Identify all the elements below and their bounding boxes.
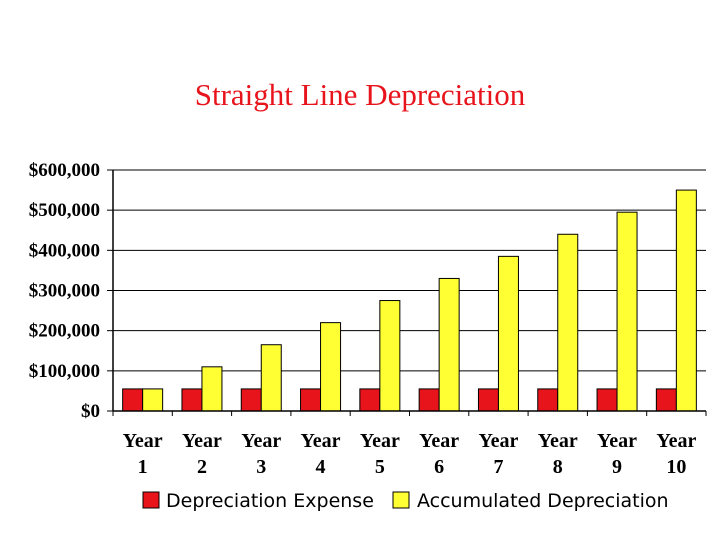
y-tick-label: $200,000 — [29, 321, 100, 342]
bar-depreciation-expense — [300, 388, 322, 412]
x-tick-label: Year — [301, 430, 341, 452]
bar-depreciation-expense — [181, 388, 203, 412]
y-tick-label: $300,000 — [29, 281, 100, 302]
x-tick-label: Year — [241, 430, 281, 452]
bar-depreciation-expense — [655, 388, 677, 412]
bar-depreciation-expense — [477, 388, 499, 412]
x-tick-label: Year — [478, 430, 518, 452]
y-tick-label: $100,000 — [29, 361, 100, 382]
x-tick-label: 7 — [493, 456, 503, 478]
x-tick-label: 3 — [256, 456, 266, 478]
x-tick-label: Year — [182, 430, 222, 452]
x-axis: Year 1 Year 2 Year 3 Year 4 Year 5 Year 6 Year 7 Year 8… — [112, 410, 707, 478]
x-tick-label: Year — [597, 430, 637, 452]
bar-accumulated-depreciation — [320, 322, 342, 412]
x-tick-label: Year — [360, 430, 400, 452]
x-tick-label: Year — [538, 430, 578, 452]
bar-depreciation-expense — [418, 388, 440, 412]
bar-accumulated-depreciation — [379, 300, 401, 412]
x-tick-label: 4 — [316, 456, 326, 478]
chart-title: Straight Line Depreciation — [195, 77, 526, 112]
legend-swatch — [392, 491, 410, 509]
legend-label: Depreciation Expense — [166, 490, 374, 512]
y-axis: $0 $100,000 $200,000 $300,000 $400,000 $500,0… — [29, 160, 114, 422]
bar-accumulated-depreciation — [557, 233, 579, 412]
bars — [122, 189, 697, 412]
bar-depreciation-expense — [240, 388, 262, 412]
y-tick-label: $500,000 — [29, 200, 100, 221]
bar-accumulated-depreciation — [497, 255, 519, 412]
bar-depreciation-expense — [596, 388, 618, 412]
x-tick-label: 10 — [666, 456, 686, 478]
x-tick-label: 2 — [197, 456, 207, 478]
x-tick-label: 8 — [553, 456, 563, 478]
bar-accumulated-depreciation — [142, 388, 164, 412]
x-tick-label: Year — [656, 430, 696, 452]
bar-depreciation-expense — [359, 388, 381, 412]
bar-depreciation-expense — [537, 388, 559, 412]
y-tick-label: $400,000 — [29, 240, 100, 261]
bar-accumulated-depreciation — [260, 344, 282, 412]
x-tick-label: 5 — [375, 456, 385, 478]
x-tick-label: 6 — [434, 456, 444, 478]
x-tick-label: Year — [419, 430, 459, 452]
legend-swatch — [142, 491, 160, 509]
y-tick-label: $600,000 — [29, 160, 100, 181]
bar-accumulated-depreciation — [675, 189, 697, 412]
x-tick-label: 1 — [138, 456, 148, 478]
bar-accumulated-depreciation — [438, 277, 460, 412]
legend-label: Accumulated Depreciation — [417, 490, 669, 512]
y-tick-label: $0 — [81, 401, 100, 422]
x-tick-label: Year — [123, 430, 163, 452]
legend: Depreciation Expense Accumulated Deprecia… — [142, 490, 669, 512]
x-tick-label: 9 — [612, 456, 622, 478]
bar-accumulated-depreciation — [201, 366, 223, 412]
bar-accumulated-depreciation — [616, 211, 638, 412]
bar-depreciation-expense — [122, 388, 144, 412]
